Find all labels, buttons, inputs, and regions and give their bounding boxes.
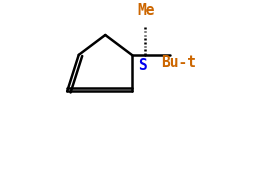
Text: Me: Me: [137, 3, 155, 18]
Text: S: S: [138, 58, 147, 73]
Text: Bu-t: Bu-t: [161, 55, 196, 70]
